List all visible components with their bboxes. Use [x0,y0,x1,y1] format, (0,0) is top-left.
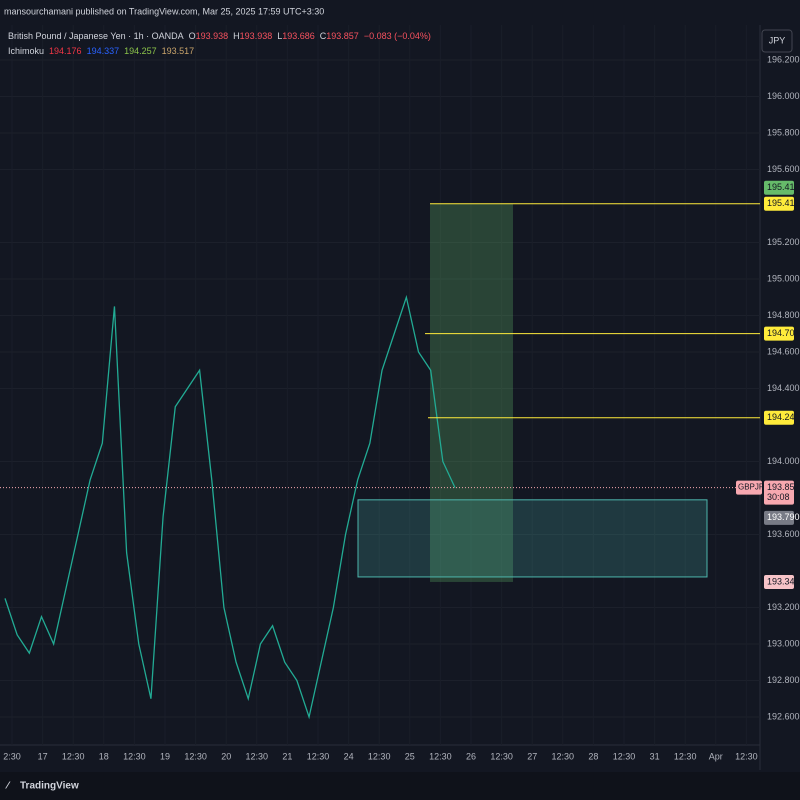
last-price-tag [764,480,794,505]
last-price-label: 193.857 [767,482,800,492]
x-tick-label: 20 [221,751,231,761]
x-tick-label: 18 [99,751,109,761]
stop-label: 193.340 [767,576,800,586]
indicator-line: Ichimoku 194.176 194.337 194.257 193.517 [8,46,194,56]
x-tick-label: 19 [160,751,170,761]
level-label: 194.240 [767,412,800,422]
y-tick-label: 195.600 [767,164,800,174]
x-tick-label: 2:30 [3,751,21,761]
x-tick-label: 12:30 [184,751,207,761]
logo: ⁄ [5,781,11,792]
indicator-value: 194.337 [87,46,120,56]
ohlc-key: C [320,31,327,41]
x-tick-label: 12:30 [307,751,330,761]
indicator-name: Ichimoku [8,46,44,56]
y-tick-label: 196.000 [767,91,800,101]
x-tick-label: 12:30 [429,751,452,761]
ohlc-value: 193.938 [196,31,229,41]
y-tick-label: 196.200 [767,54,800,64]
y-tick-label: 192.800 [767,675,800,685]
x-tick-label: 12:30 [123,751,146,761]
y-tick-label: 195.800 [767,127,800,137]
x-tick-label: 12:30 [368,751,391,761]
x-tick-label: 12:30 [552,751,575,761]
currency-label[interactable]: JPY [769,35,786,45]
x-tick-label: 12:30 [246,751,269,761]
countdown-label: 30:08 [767,492,790,502]
y-tick-label: 194.000 [767,456,800,466]
x-tick-label: Apr [709,751,723,761]
change: −0.083 (−0.04%) [364,31,431,41]
symbol-label: GBPJPY [738,483,770,492]
target-zone [430,203,513,582]
stop-label-tag [764,574,794,589]
ohlc-value: 193.857 [326,31,359,41]
y-tick-label: 193.200 [767,602,800,612]
level-tag [764,410,794,425]
indicator-value: 193.517 [162,46,195,56]
y-tick-label: 195.000 [767,273,800,283]
indicator-value: 194.257 [124,46,157,56]
ohlc-value: 193.938 [240,31,273,41]
footer-brand: TradingView [20,781,79,792]
symbol-line: British Pound / Japanese Yen · 1h · OAND… [8,31,431,41]
target-label: 195.412 [767,182,800,192]
symbol-tag [736,480,762,495]
currency-button[interactable] [761,29,793,53]
y-tick-label: 193.600 [767,529,800,539]
footer-bar [0,772,800,800]
ohlc-value: 193.686 [282,31,315,41]
level-tag [764,196,794,211]
price-line [4,294,456,720]
x-tick-label: 27 [527,751,537,761]
y-tick-label: 194.600 [767,346,800,356]
level-tag [764,326,794,341]
x-tick-label: 12:30 [674,751,697,761]
y-tick-label: 194.800 [767,310,800,320]
y-tick-label: 192.600 [767,711,800,721]
header: mansourchamani published on TradingView.… [4,6,324,16]
x-tick-label: 17 [38,751,48,761]
level-label: 194.701 [767,328,800,338]
x-tick-label: 12:30 [62,751,85,761]
ohlc-key: H [233,31,240,41]
entry-zone [357,499,708,578]
target-label-tag [764,180,794,195]
y-tick-label: 195.200 [767,237,800,247]
x-tick-label: 12:30 [490,751,513,761]
ohlc-key: O [189,31,196,41]
x-tick-label: 31 [650,751,660,761]
level-label: 195.412 [767,198,800,208]
symbol-name: British Pound / Japanese Yen · 1h · OAND… [8,31,184,41]
x-tick-label: 21 [282,751,292,761]
indicator-value: 194.176 [49,46,82,56]
ohlc-key: L [277,31,282,41]
x-tick-label: 12:30 [735,751,758,761]
x-tick-label: 12:30 [613,751,636,761]
y-tick-label: 194.400 [767,383,800,393]
x-tick-label: 25 [405,751,415,761]
x-tick-label: 24 [344,751,354,761]
x-tick-label: 28 [588,751,598,761]
y-tick-label: 193.000 [767,638,800,648]
entry-label-tag [764,510,794,525]
entry-label: 193.790 [767,512,800,522]
x-tick-label: 26 [466,751,476,761]
